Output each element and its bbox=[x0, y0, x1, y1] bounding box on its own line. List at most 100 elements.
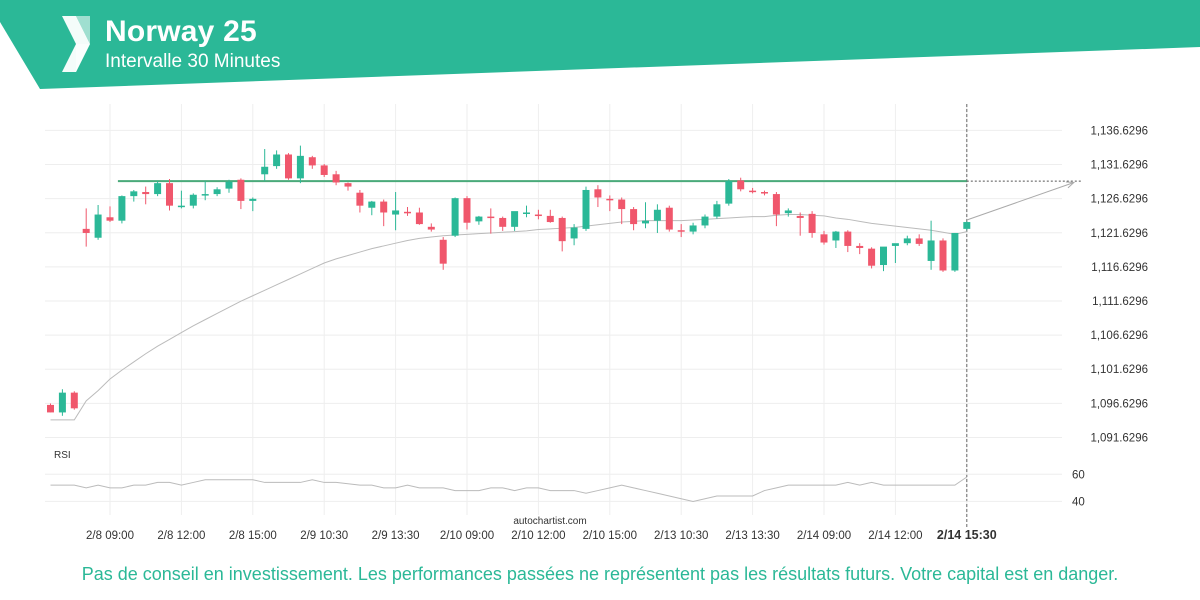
autochartist-logo-icon bbox=[62, 16, 90, 72]
candle-body bbox=[332, 174, 340, 183]
candle-body bbox=[213, 189, 221, 195]
watermark: autochartist.com bbox=[513, 516, 586, 527]
time-tick-label: 2/10 15:00 bbox=[583, 530, 637, 542]
time-tick-label: 2/9 13:30 bbox=[372, 530, 420, 542]
candle-body bbox=[880, 246, 887, 266]
candle-body bbox=[308, 157, 316, 166]
price-tick-label: 1,091.6296 bbox=[1090, 432, 1148, 444]
candle-body bbox=[701, 216, 709, 226]
candle-body bbox=[665, 207, 673, 230]
candle-body bbox=[249, 198, 257, 201]
rsi-tick-label: 60 bbox=[1072, 469, 1085, 481]
candle-body bbox=[618, 199, 626, 210]
interval-subtitle: Intervalle 30 Minutes bbox=[105, 51, 281, 72]
candle-body bbox=[630, 209, 638, 225]
rsi-line bbox=[50, 476, 968, 502]
candle-body bbox=[534, 214, 542, 217]
price-tick-label: 1,096.6296 bbox=[1090, 398, 1148, 410]
candle-body bbox=[951, 232, 959, 271]
rsi-layer bbox=[50, 476, 968, 502]
candles-layer bbox=[47, 145, 971, 416]
time-tick-label: 2/14 12:00 bbox=[868, 530, 922, 542]
forecast-arrow-head bbox=[1065, 181, 1076, 189]
header-shape bbox=[0, 0, 1200, 89]
price-tick-label: 1,136.6296 bbox=[1090, 125, 1148, 137]
candle-body bbox=[296, 155, 304, 179]
candle-body bbox=[784, 210, 792, 214]
price-tick-label: 1,121.6296 bbox=[1090, 228, 1148, 240]
moving-average-layer bbox=[50, 214, 967, 421]
candle-body bbox=[225, 181, 233, 189]
candle-body bbox=[796, 215, 804, 218]
candle-body bbox=[606, 198, 614, 201]
price-chart: 1,136.6296 1,131.6296 1,126.6296 1,121.6296… bbox=[45, 104, 1148, 542]
price-tick-label: 1,126.6296 bbox=[1090, 194, 1148, 206]
instrument-title: Norway 25 bbox=[105, 15, 257, 48]
candle-body bbox=[808, 213, 816, 233]
candle-body bbox=[642, 220, 649, 224]
time-tick-label: 2/10 12:00 bbox=[511, 530, 565, 542]
candle-body bbox=[189, 194, 197, 206]
candle-body bbox=[582, 189, 590, 229]
candle-body bbox=[368, 201, 376, 208]
candle-body bbox=[427, 226, 435, 230]
candle-body bbox=[82, 228, 90, 233]
candle-body bbox=[772, 194, 780, 215]
candle-body bbox=[404, 211, 411, 214]
price-tick-label: 1,116.6296 bbox=[1091, 262, 1148, 274]
candle-body bbox=[451, 198, 459, 236]
candle-body bbox=[844, 231, 852, 246]
candle-body bbox=[392, 210, 400, 215]
candle-body bbox=[761, 192, 768, 194]
rsi-tick-label: 40 bbox=[1072, 496, 1085, 508]
candle-body bbox=[689, 225, 697, 232]
candle-body bbox=[201, 194, 209, 196]
candle-body bbox=[558, 217, 566, 242]
candle-body bbox=[725, 181, 733, 204]
time-tick-label: 2/8 15:00 bbox=[229, 530, 277, 542]
time-tick-label: 2/14 15:30 bbox=[937, 528, 997, 542]
candle-body bbox=[70, 392, 78, 409]
candle-body bbox=[963, 222, 971, 229]
candle-body bbox=[915, 238, 923, 244]
candle-body bbox=[237, 179, 245, 201]
candle-body bbox=[653, 209, 661, 221]
rsi-grid bbox=[45, 473, 1062, 502]
candle-body bbox=[261, 166, 269, 175]
candle-body bbox=[380, 201, 388, 213]
candle-body bbox=[463, 198, 471, 223]
candle-body bbox=[856, 245, 864, 248]
candle-body bbox=[344, 183, 352, 187]
candle-body bbox=[903, 238, 911, 244]
candle-body bbox=[106, 217, 114, 221]
header-background bbox=[0, 0, 1200, 89]
candle-body bbox=[832, 231, 840, 241]
time-tick-label: 2/8 09:00 bbox=[86, 530, 134, 542]
candle-body bbox=[94, 214, 102, 238]
candle-body bbox=[47, 404, 54, 413]
header-banner: Norway 25 Intervalle 30 Minutes bbox=[0, 0, 1200, 90]
time-tick-label: 2/14 09:00 bbox=[797, 530, 851, 542]
price-tick-label: 1,131.6296 bbox=[1090, 160, 1148, 172]
candle-body bbox=[570, 227, 578, 239]
moving-average-line bbox=[50, 214, 967, 421]
candle-body bbox=[439, 239, 447, 264]
chart-grid bbox=[45, 104, 1062, 528]
candle-body bbox=[415, 212, 423, 225]
candle-body bbox=[356, 192, 364, 206]
forecast-arrow-line bbox=[966, 181, 1075, 221]
candle-body bbox=[130, 191, 138, 197]
candle-body bbox=[511, 211, 519, 227]
candle-body bbox=[713, 204, 721, 217]
candle-body bbox=[523, 212, 530, 214]
time-tick-label: 2/13 13:30 bbox=[725, 530, 779, 542]
resistance-level-layer bbox=[117, 180, 1082, 221]
time-tick-label: 2/9 10:30 bbox=[300, 530, 348, 542]
candle-body bbox=[594, 189, 602, 198]
candle-body bbox=[273, 154, 281, 167]
candle-body bbox=[166, 183, 173, 206]
candle-body bbox=[320, 165, 328, 175]
price-tick-label: 1,101.6296 bbox=[1090, 364, 1148, 376]
candle-body bbox=[677, 230, 685, 232]
candle-body bbox=[546, 215, 554, 223]
